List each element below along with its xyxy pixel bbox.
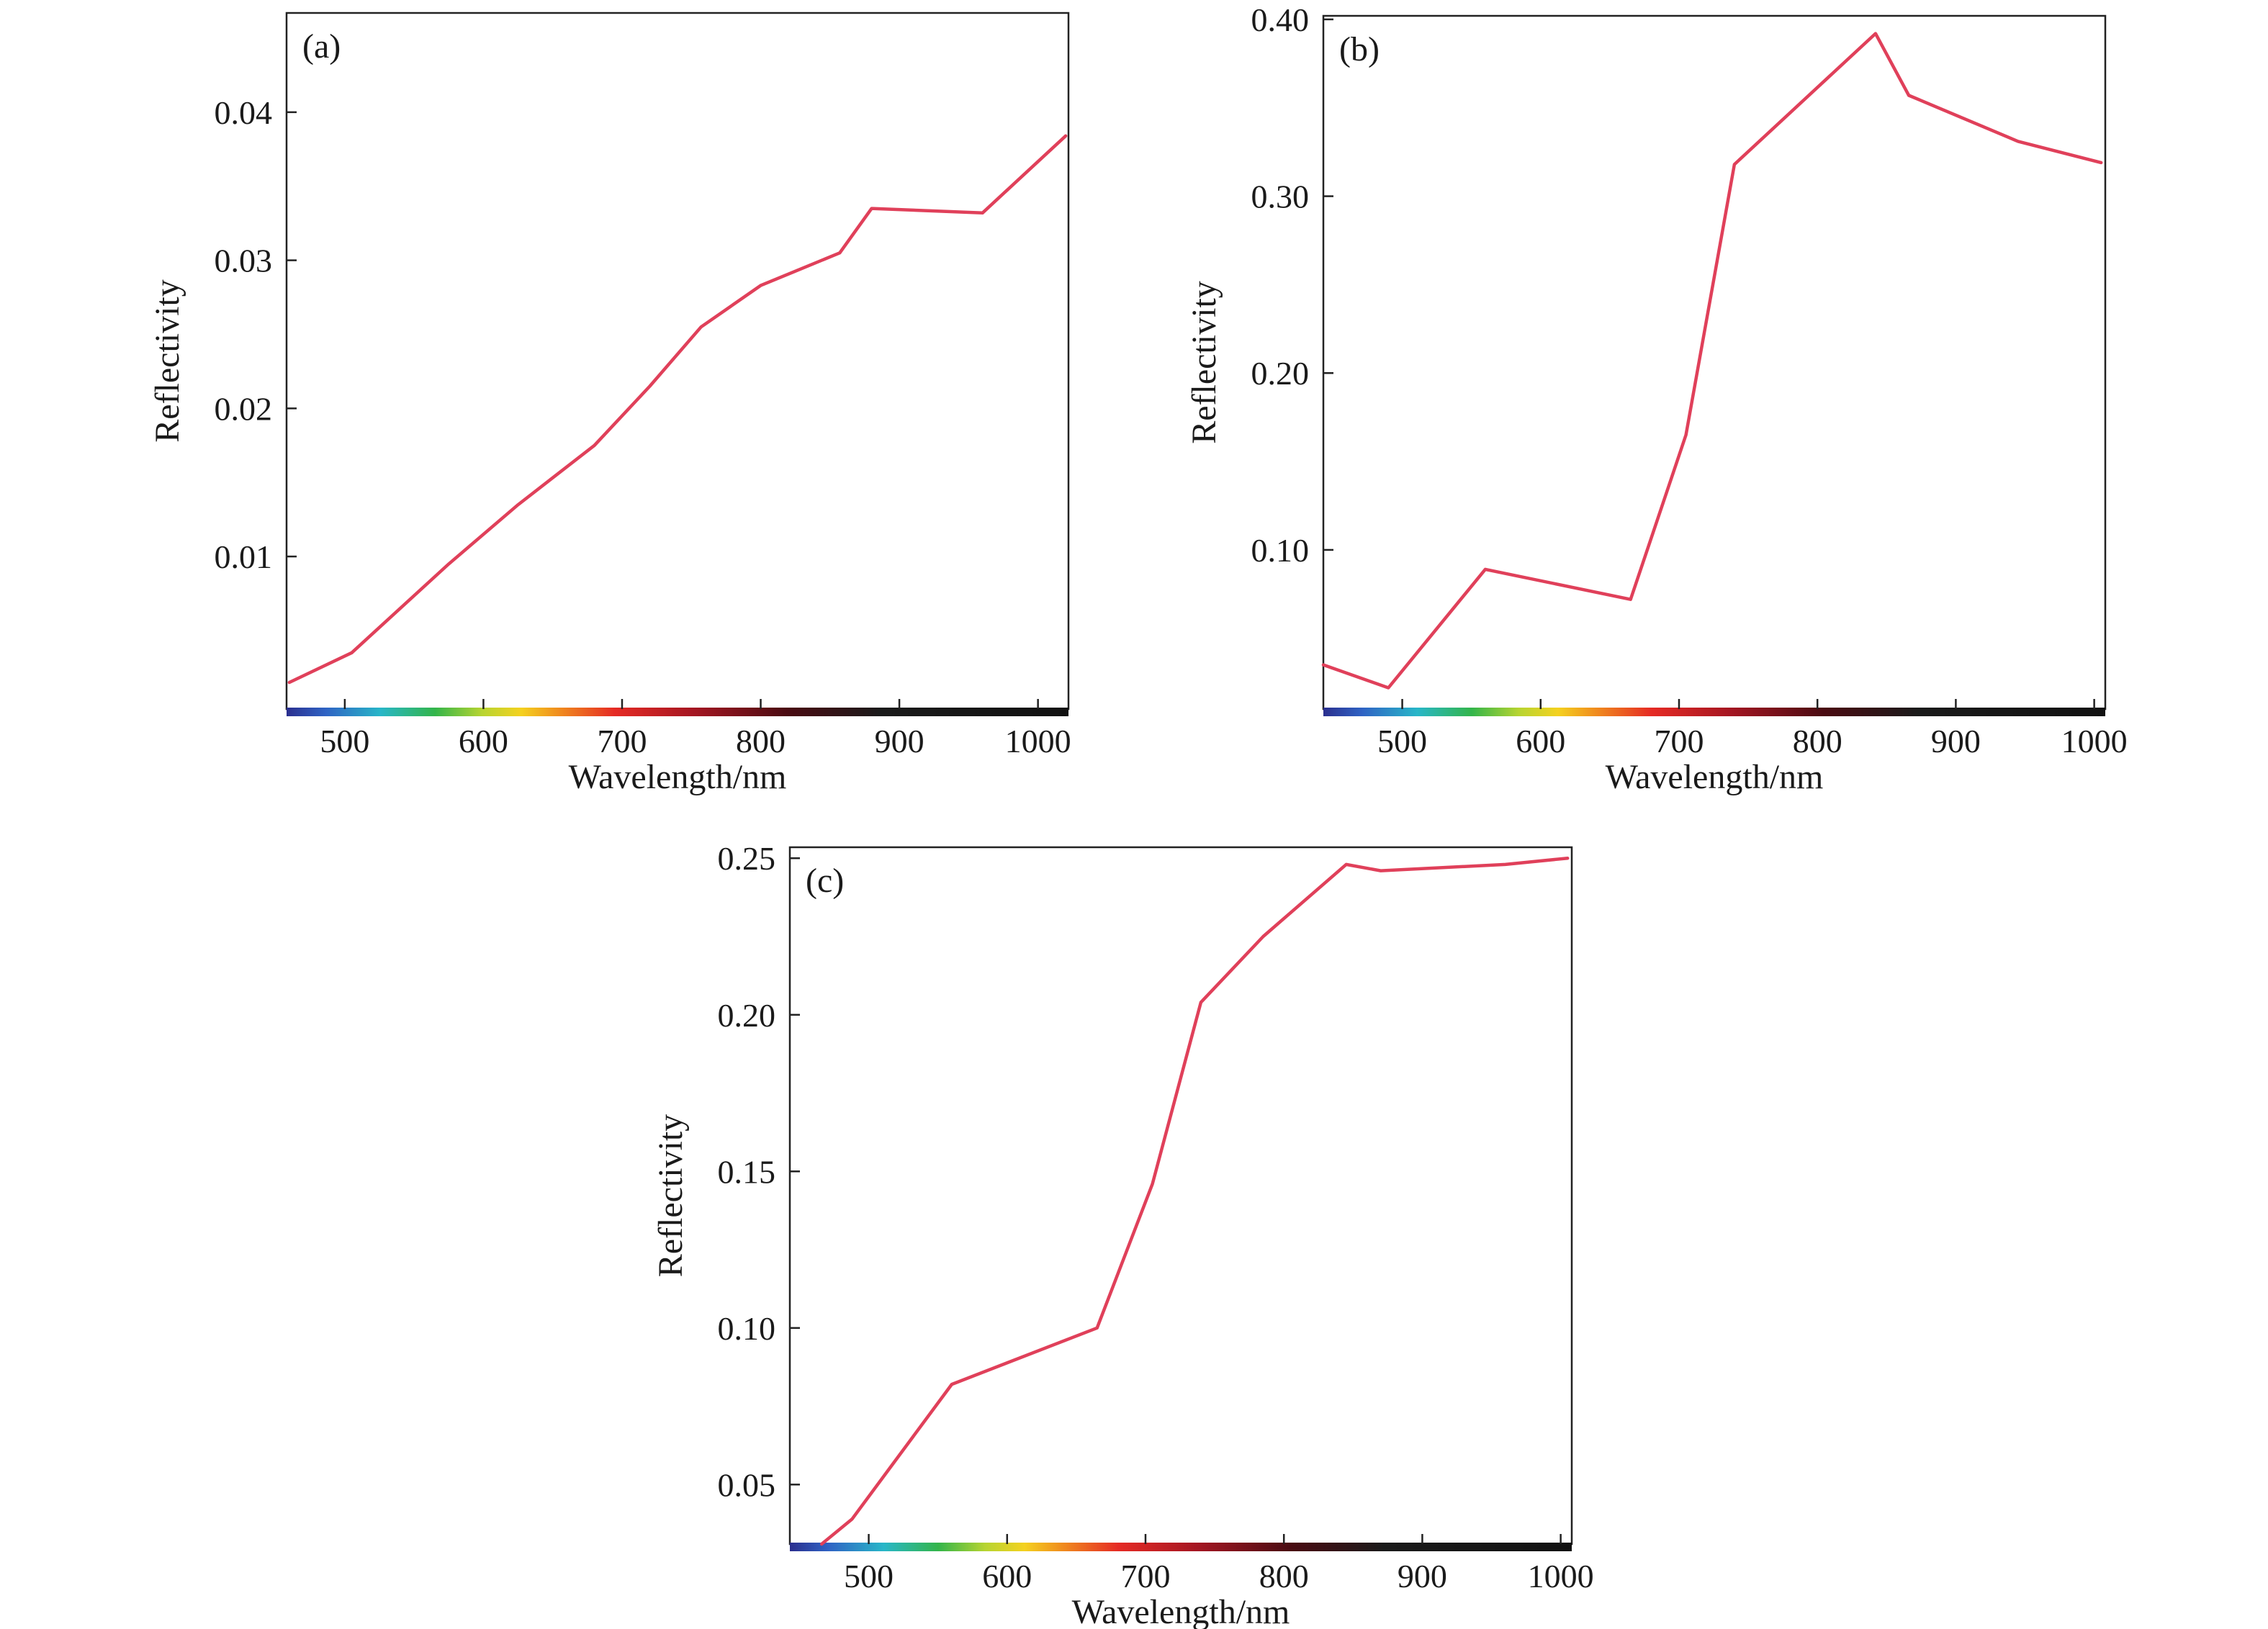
x-tick-label-c: 600 — [982, 1558, 1032, 1594]
x-tick-label-a: 800 — [736, 723, 786, 759]
x-tick-label-b: 900 — [1931, 723, 1981, 759]
y-tick-label-a: 0.01 — [215, 538, 273, 575]
x-axis-title-b: Wavelength/nm — [1606, 758, 1824, 796]
spectrum-colorbar-b — [1323, 708, 2105, 716]
x-axis-title-a: Wavelength/nm — [569, 758, 787, 796]
x-tick-label-b: 800 — [1793, 723, 1842, 759]
panel-b: 0.10 0.20 0.30 0.40 500 600 700 800 900 1000 Wavel… — [1185, 1, 2128, 796]
x-tick-label-c: 700 — [1120, 1558, 1170, 1594]
panel-label-b: (b) — [1339, 30, 1380, 68]
plot-frame-c — [788, 846, 1573, 1545]
y-tick-label-b: 0.30 — [1251, 179, 1310, 215]
x-tick-label-b: 1000 — [2061, 723, 2128, 759]
x-axis-title-c: Wavelength/nm — [1072, 1593, 1290, 1629]
y-tick-label-c: 0.10 — [718, 1310, 776, 1347]
y-tick-label-b: 0.20 — [1251, 355, 1310, 392]
panel-a: 0.01 0.02 0.03 0.04 500 600 700 800 900 1000 Wavel… — [148, 12, 1071, 796]
x-tick-label-a: 500 — [320, 723, 369, 759]
y-axis-title-c: Reflectivity — [652, 1114, 690, 1278]
y-tick-label-a: 0.03 — [215, 243, 273, 279]
x-tick-label-c: 900 — [1398, 1558, 1447, 1594]
y-tick-label-a: 0.04 — [215, 94, 273, 131]
x-tick-label-b: 700 — [1654, 723, 1704, 759]
panel-label-c: (c) — [806, 862, 844, 900]
y-tick-label-b: 0.10 — [1251, 532, 1310, 569]
x-tick-label-a: 900 — [875, 723, 924, 759]
x-tick-label-c: 800 — [1259, 1558, 1309, 1594]
reflectivity-line-a — [287, 134, 1068, 685]
x-tick-label-b: 600 — [1516, 723, 1565, 759]
panel-c: 0.05 0.10 0.15 0.20 0.25 500 600 700 800 900 1000 W… — [652, 840, 1594, 1629]
x-tick-label-a: 600 — [459, 723, 508, 759]
reflectivity-line-b — [1321, 32, 2103, 690]
spectrum-colorbar-c — [790, 1543, 1572, 1551]
panel-label-a: (a) — [302, 27, 341, 66]
x-tick-label-b: 500 — [1377, 723, 1427, 759]
y-tick-label-c: 0.05 — [718, 1466, 776, 1503]
x-tick-label-a: 1000 — [1005, 723, 1071, 759]
x-tick-label-c: 1000 — [1528, 1558, 1594, 1594]
y-axis-title-b: Reflectivity — [1185, 281, 1223, 444]
y-tick-label-c: 0.25 — [718, 840, 776, 877]
y-tick-label-b: 0.40 — [1251, 1, 1310, 38]
y-axis-title-a: Reflectivity — [148, 279, 186, 443]
reflectivity-line-c — [819, 856, 1570, 1546]
y-tick-label-c: 0.20 — [718, 997, 776, 1034]
x-tick-label-c: 500 — [844, 1558, 894, 1594]
spectrum-colorbar-a — [287, 708, 1068, 716]
x-tick-label-a: 700 — [597, 723, 647, 759]
y-tick-label-a: 0.02 — [215, 390, 273, 427]
plot-frame-b — [1322, 14, 2107, 710]
y-tick-label-c: 0.15 — [718, 1153, 776, 1190]
